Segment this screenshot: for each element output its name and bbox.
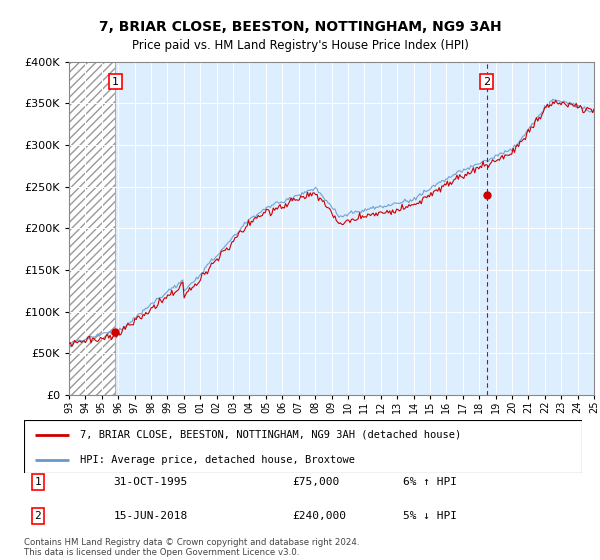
- Text: £240,000: £240,000: [292, 511, 346, 521]
- Text: £75,000: £75,000: [292, 477, 339, 487]
- Text: 1: 1: [112, 77, 119, 87]
- Text: 1: 1: [35, 477, 41, 487]
- Text: 7, BRIAR CLOSE, BEESTON, NOTTINGHAM, NG9 3AH (detached house): 7, BRIAR CLOSE, BEESTON, NOTTINGHAM, NG9…: [80, 430, 461, 440]
- Text: 2: 2: [35, 511, 41, 521]
- Text: 2: 2: [483, 77, 490, 87]
- Text: 6% ↑ HPI: 6% ↑ HPI: [403, 477, 457, 487]
- Text: Price paid vs. HM Land Registry's House Price Index (HPI): Price paid vs. HM Land Registry's House …: [131, 39, 469, 52]
- Text: HPI: Average price, detached house, Broxtowe: HPI: Average price, detached house, Brox…: [80, 455, 355, 465]
- Text: 7, BRIAR CLOSE, BEESTON, NOTTINGHAM, NG9 3AH: 7, BRIAR CLOSE, BEESTON, NOTTINGHAM, NG9…: [98, 20, 502, 34]
- Text: 31-OCT-1995: 31-OCT-1995: [113, 477, 188, 487]
- Text: 15-JUN-2018: 15-JUN-2018: [113, 511, 188, 521]
- Bar: [69, 62, 115, 395]
- Text: Contains HM Land Registry data © Crown copyright and database right 2024.
This d: Contains HM Land Registry data © Crown c…: [24, 538, 359, 557]
- Text: 5% ↓ HPI: 5% ↓ HPI: [403, 511, 457, 521]
